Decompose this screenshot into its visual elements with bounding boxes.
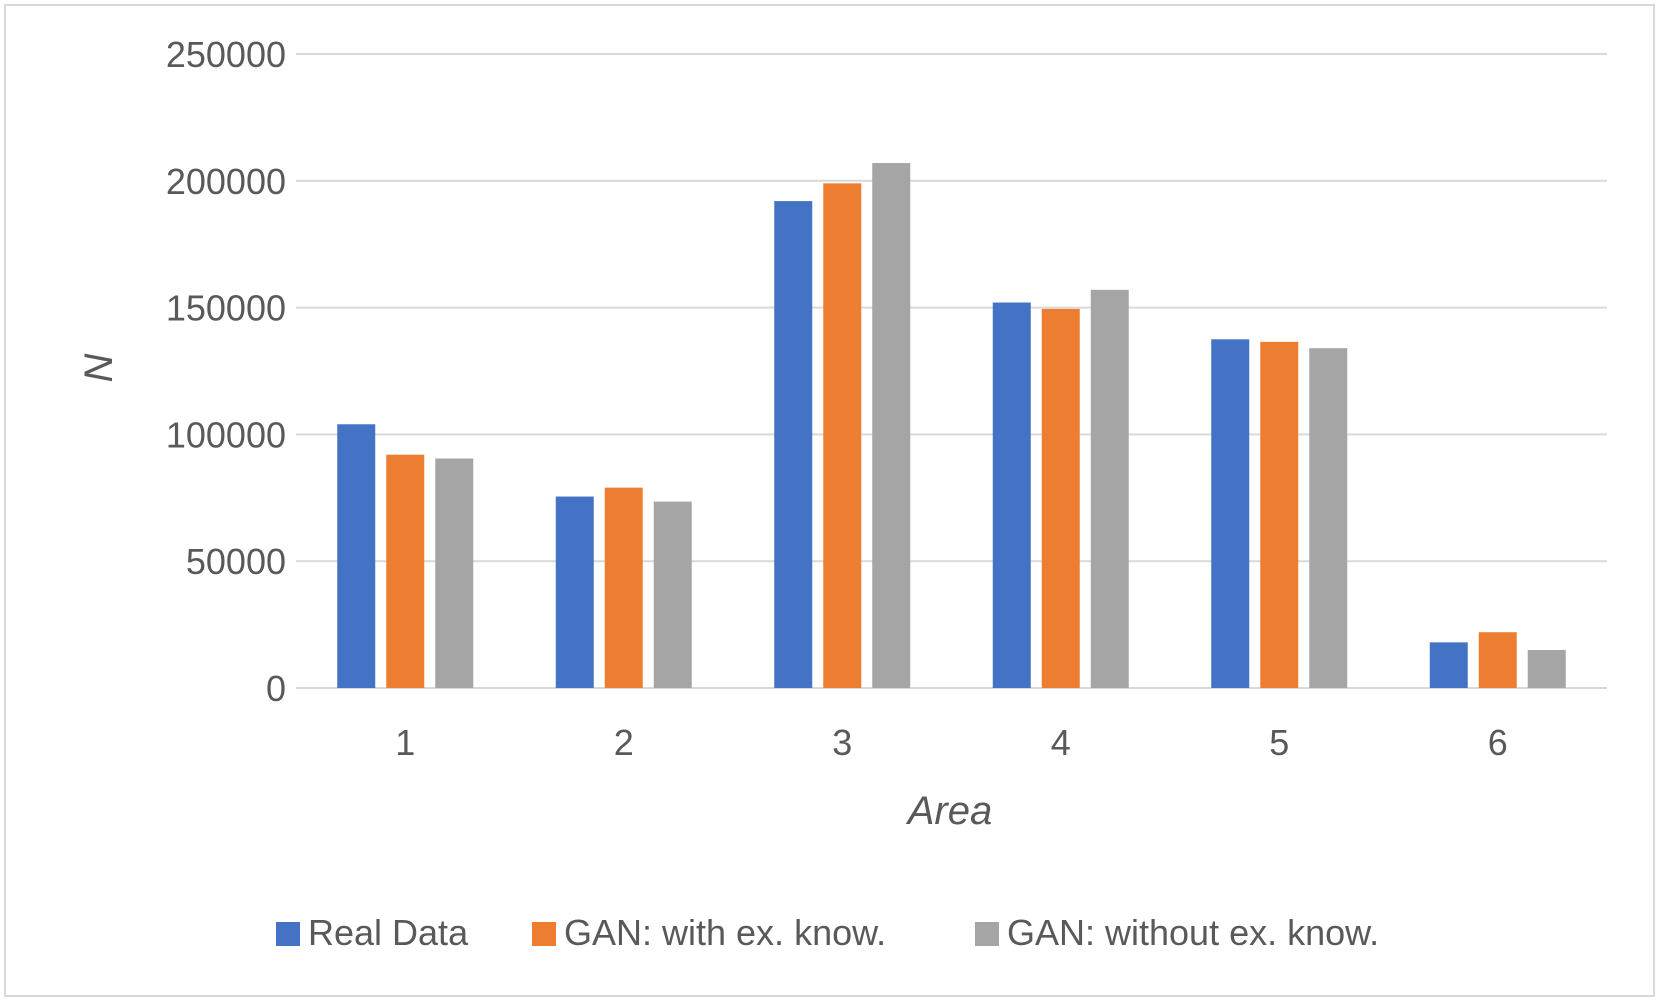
legend-label-series-3: GAN: without ex. know. — [1007, 912, 1379, 953]
legend: Real Data GAN: with ex. know. GAN: without… — [276, 912, 1379, 953]
bar-6-series-2 — [1478, 632, 1517, 688]
legend-swatch-series-1 — [276, 922, 300, 946]
bar-2-series-1 — [555, 496, 594, 688]
bars — [337, 163, 1566, 689]
y-tick-label: 150000 — [166, 288, 286, 329]
legend-swatch-series-3 — [975, 922, 999, 946]
chart-frame — [4, 4, 1655, 997]
legend-swatch-series-2 — [532, 922, 556, 946]
legend-label-series-2: GAN: with ex. know. — [564, 912, 886, 953]
legend-label-series-1: Real Data — [308, 912, 469, 953]
x-tick-label: 1 — [395, 722, 415, 763]
x-tick-label: 5 — [1269, 722, 1289, 763]
x-tick-label: 4 — [1051, 722, 1071, 763]
y-tick-label: 250000 — [166, 34, 286, 75]
gridlines — [296, 53, 1607, 689]
y-tick-label: 50000 — [186, 541, 286, 582]
bar-5-series-2 — [1260, 341, 1299, 688]
bar-2-series-2 — [604, 487, 643, 688]
x-tick-label: 6 — [1488, 722, 1508, 763]
bar-3-series-1 — [774, 201, 813, 688]
y-tick-label: 100000 — [166, 414, 286, 455]
bar-4-series-2 — [1041, 308, 1080, 688]
bar-1-series-3 — [435, 458, 474, 688]
bar-4-series-3 — [1090, 289, 1129, 688]
bar-2-series-3 — [653, 501, 692, 688]
x-tick-label: 2 — [614, 722, 634, 763]
bar-5-series-3 — [1309, 348, 1348, 688]
bar-1-series-1 — [337, 424, 376, 688]
y-tick-label: 200000 — [166, 161, 286, 202]
bar-3-series-2 — [823, 183, 862, 688]
bar-6-series-1 — [1429, 642, 1468, 688]
bar-6-series-3 — [1527, 649, 1566, 688]
y-axis-title: N — [77, 353, 121, 382]
x-axis-ticks: 1 2 3 4 5 6 — [395, 722, 1508, 763]
y-axis-ticks: 0 50000 100000 150000 200000 250000 — [166, 34, 286, 709]
bar-4-series-1 — [992, 302, 1031, 688]
y-tick-label: 0 — [266, 668, 286, 709]
bar-3-series-3 — [872, 163, 911, 689]
x-axis-title: Area — [906, 789, 993, 833]
bar-5-series-1 — [1211, 339, 1250, 688]
x-tick-label: 3 — [832, 722, 852, 763]
bar-1-series-2 — [386, 454, 425, 688]
